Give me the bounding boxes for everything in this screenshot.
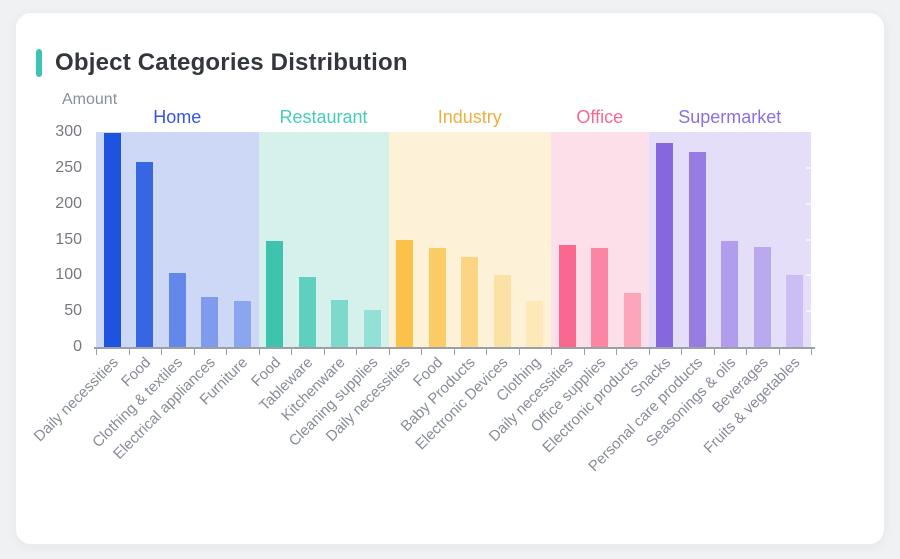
- x-axis-tick: [486, 349, 487, 355]
- y-axis-tick-label-0: 0: [73, 338, 82, 355]
- bar-supermarket-fruits-vegetables[interactable]: [786, 274, 804, 347]
- chart-title: Object Categories Distribution: [55, 49, 408, 76]
- bar-supermarket-personal-care-products[interactable]: [688, 152, 706, 347]
- y-axis-title: Amount: [62, 91, 118, 108]
- x-axis-tick: [681, 349, 682, 355]
- y-axis-tick-label-50: 50: [64, 302, 82, 320]
- x-axis-tick: [193, 349, 195, 355]
- chart-card: Object Categories Distribution Amount 0 5…: [15, 12, 885, 545]
- bar-industry-baby-products[interactable]: [461, 256, 479, 347]
- bar-industry-electronic-devices[interactable]: [493, 275, 511, 347]
- y-axis-tick-label-250: 250: [55, 158, 82, 176]
- x-axis-tick: [128, 349, 130, 355]
- bar-office-electronic-products[interactable]: [623, 293, 641, 347]
- right-edge-tick-150: [806, 238, 811, 241]
- x-axis-tick: [356, 349, 357, 355]
- category-header-office: Office: [576, 107, 624, 127]
- bar-home-furniture[interactable]: [233, 301, 251, 347]
- x-axis-tick: [518, 349, 520, 355]
- x-axis-tick: [551, 349, 552, 355]
- y-axis-tick-label-200: 200: [55, 194, 82, 212]
- x-axis-tick: [421, 349, 422, 355]
- bar-restaurant-tableware[interactable]: [298, 276, 316, 347]
- bar-office-office-supplies[interactable]: [591, 248, 609, 347]
- x-axis-tick: [323, 349, 325, 355]
- x-axis-line: [94, 347, 815, 349]
- x-axis-tick: [388, 349, 390, 355]
- category-header-supermarket: Supermarket: [678, 107, 782, 127]
- y-axis-tick-label-300: 300: [55, 123, 82, 140]
- title-accent-bar: [36, 49, 42, 77]
- right-edge-tick-100: [806, 274, 811, 277]
- x-axis-tick: [648, 349, 650, 355]
- bar-industry-clothing[interactable]: [526, 301, 544, 347]
- bar-supermarket-beverages[interactable]: [753, 246, 771, 347]
- category-header-home: Home: [153, 107, 202, 127]
- x-axis-tick: [453, 349, 455, 355]
- bar-restaurant-cleaning-supplies[interactable]: [363, 310, 381, 347]
- bar-home-electrical-appliances[interactable]: [201, 296, 219, 347]
- category-header-restaurant: Restaurant: [279, 107, 368, 127]
- bar-industry-daily-necessities[interactable]: [396, 239, 414, 347]
- right-edge-tick-200: [806, 202, 811, 205]
- x-axis-tick: [746, 349, 747, 355]
- y-axis-tick-label-150: 150: [55, 230, 82, 248]
- bar-office-daily-necessities[interactable]: [558, 245, 576, 347]
- right-edge-tick-50: [806, 310, 811, 313]
- bar-restaurant-food[interactable]: [266, 240, 284, 347]
- x-axis-tick: [96, 349, 97, 355]
- x-axis-tick: [616, 349, 617, 355]
- bar-supermarket-seasonings-oils[interactable]: [721, 240, 739, 347]
- bar-home-clothing-textiles[interactable]: [168, 273, 186, 347]
- bar-industry-food[interactable]: [428, 248, 446, 347]
- x-axis-tick: [161, 349, 162, 355]
- bar-supermarket-snacks[interactable]: [656, 142, 674, 347]
- title-row: Object Categories Distribution: [36, 49, 408, 77]
- x-axis-tick: [778, 349, 780, 355]
- y-axis-tick-label-100: 100: [55, 266, 82, 284]
- bar-home-daily-necessities[interactable]: [103, 133, 121, 347]
- bar-home-food[interactable]: [136, 162, 154, 347]
- x-axis-tick: [291, 349, 292, 355]
- x-axis-tick: [583, 349, 585, 355]
- plot-area: [96, 132, 811, 347]
- x-axis-tick: [811, 349, 812, 355]
- x-axis-tick: [258, 349, 260, 355]
- category-header-industry: Industry: [437, 107, 502, 127]
- x-axis-tick: [713, 349, 715, 355]
- bar-restaurant-kitchenware[interactable]: [331, 300, 349, 347]
- x-axis-tick: [226, 349, 227, 355]
- right-edge-tick-250: [806, 166, 811, 169]
